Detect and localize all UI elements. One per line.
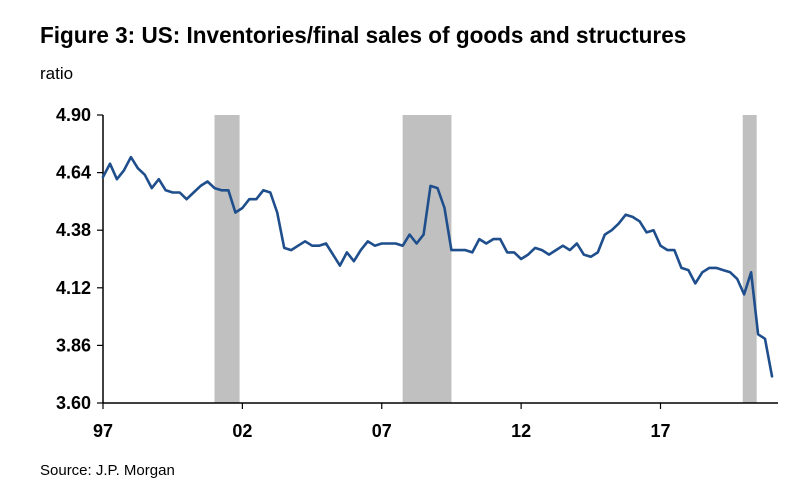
chart-axes — [102, 115, 778, 404]
y-tick-label: 3.86 — [56, 335, 91, 355]
source-note: Source: J.P. Morgan — [40, 462, 175, 479]
series-line-0 — [101, 155, 774, 378]
y-tick-label: 3.60 — [56, 393, 91, 413]
y-tick-label: 4.12 — [56, 278, 91, 298]
x-tick-label: 17 — [650, 421, 670, 441]
recession-bands — [214, 115, 757, 403]
recession-band-1 — [402, 115, 452, 403]
series-group — [101, 155, 774, 378]
x-tick-label: 02 — [232, 421, 252, 441]
x-axis-ticks: 97 02 07 12 17 — [93, 403, 671, 441]
x-tick-label: 07 — [372, 421, 392, 441]
y-axis-ticks: 4.90 4.64 4.38 4.12 3.86 3.60 — [56, 105, 103, 413]
recession-band-0 — [214, 115, 240, 403]
x-tick-label: 97 — [93, 421, 113, 441]
chart-title: Figure 3: US: Inventories/final sales of… — [40, 22, 687, 48]
y-tick-label: 4.38 — [56, 220, 91, 240]
y-tick-label: 4.90 — [56, 105, 91, 125]
recession-band-2 — [742, 115, 757, 403]
y-tick-label: 4.64 — [56, 163, 91, 183]
x-tick-label: 12 — [511, 421, 531, 441]
y-axis-unit-label: ratio — [40, 64, 74, 83]
